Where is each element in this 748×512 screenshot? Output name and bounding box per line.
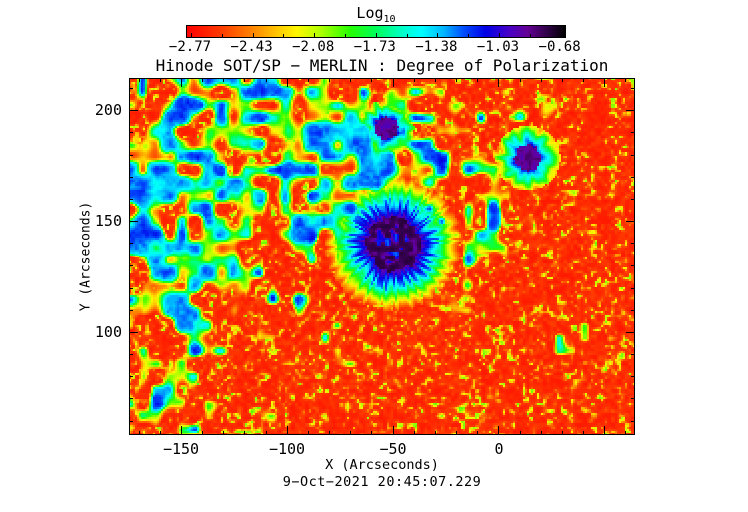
colorbar-tick-mark [252, 33, 254, 37]
y-tick-label: 150 [94, 212, 122, 230]
polarization-map-canvas [129, 78, 635, 435]
colorbar-title-subscript: 10 [383, 14, 396, 25]
colorbar-tick-label: −1.73 [353, 39, 396, 55]
colorbar-tick-mark [375, 33, 377, 37]
y-tick-label: 200 [94, 101, 122, 119]
colorbar-tick-mark [437, 33, 439, 37]
plot-title: Hinode SOT/SP − MERLIN : Degree of Polar… [155, 56, 609, 75]
colorbar-tick-mark [406, 34, 408, 37]
colorbar-tick-label: −2.08 [292, 39, 335, 55]
colorbar-tick-label: −2.43 [230, 39, 273, 55]
colorbar-gradient [186, 25, 566, 38]
colorbar-tick-label: −0.68 [538, 39, 581, 55]
colorbar-title: Log10 [186, 4, 566, 25]
colorbar-tick-mark [283, 34, 285, 37]
x-tick-label: −50 [379, 440, 407, 458]
y-tick-label: 100 [94, 323, 122, 341]
colorbar-tick-label: −2.77 [168, 39, 212, 55]
observation-timestamp: 9−Oct−2021 20:45:07.229 [282, 474, 482, 490]
colorbar-title-text: Log [356, 4, 384, 22]
colorbar-tick-mark [221, 34, 223, 37]
colorbar-tick-mark [560, 33, 562, 37]
colorbar-tick-label: −1.03 [476, 39, 520, 55]
x-tick-label: 0 [494, 440, 504, 458]
y-axis-label: Y (Arcseconds) [78, 201, 94, 312]
colorbar-tick-mark [499, 33, 500, 37]
x-tick-label: −150 [162, 440, 200, 458]
colorbar-tick-mark [345, 34, 346, 37]
colorbar-tick-label: −1.38 [415, 39, 458, 55]
colorbar-tick-mark [314, 33, 316, 37]
colorbar-tick-mark [191, 33, 192, 37]
colorbar-tick-mark [529, 34, 531, 37]
colorbar-tick-mark [468, 34, 470, 37]
x-tick-label: −100 [268, 440, 306, 458]
x-axis-label: X (Arcseconds) [325, 457, 439, 473]
